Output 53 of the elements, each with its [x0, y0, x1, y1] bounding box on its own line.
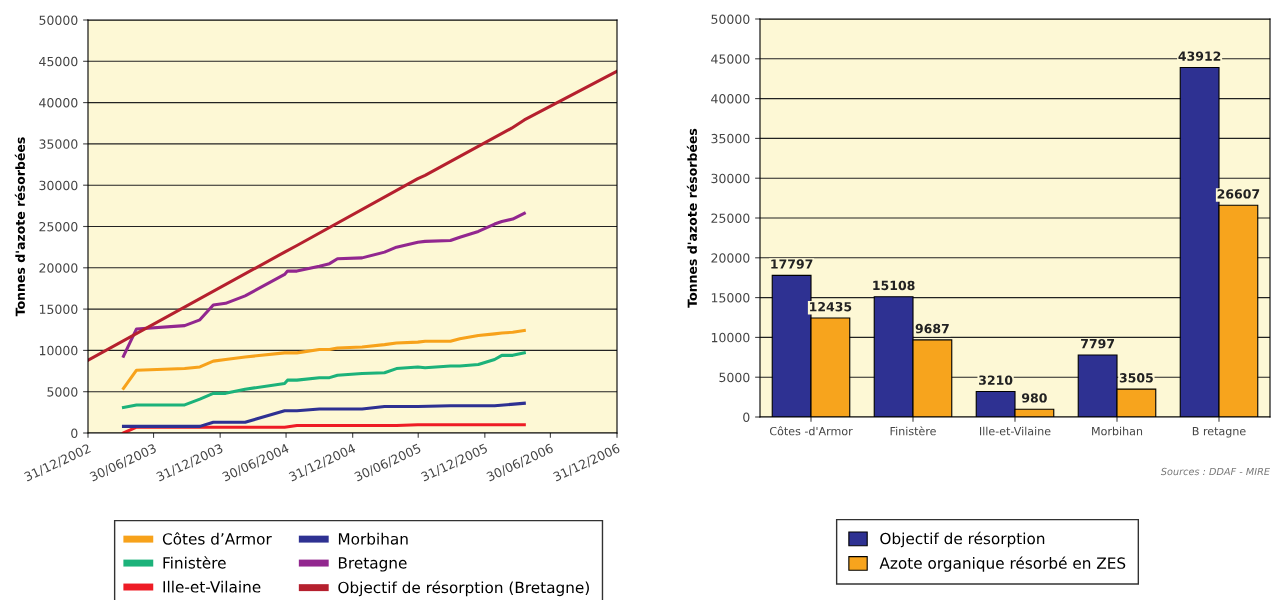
y-tick-label: 45000 — [39, 56, 78, 67]
y-axis-title: Tonnes d'azote résorbées — [14, 137, 25, 317]
x-tick-label: Ille-et-Vilaine — [980, 426, 1051, 436]
x-tick-label: Morbihan — [1092, 426, 1143, 436]
legend-label: Azote organique résorbé en ZES — [879, 556, 1126, 572]
y-tick-label: 35000 — [39, 139, 78, 149]
legend-label: Morbihan — [338, 532, 408, 545]
y-tick-label: 0 — [71, 428, 78, 438]
y-tick-label: 45000 — [711, 54, 750, 64]
data-label: 15108 — [873, 280, 915, 291]
legend-label: Ille-et-Vilaine — [163, 580, 261, 593]
y-tick-label: 15000 — [711, 293, 750, 303]
legend-label: Objectif de résorption — [880, 531, 1045, 548]
y-tick-label: 35000 — [711, 133, 750, 144]
y-tick-label: 30000 — [711, 173, 750, 184]
y-tick-label: 30000 — [39, 180, 78, 191]
legend-label: Bretagne — [338, 557, 407, 572]
y-tick-label: 20000 — [39, 263, 78, 273]
line-series — [121, 401, 526, 428]
data-label: 3505 — [1119, 373, 1153, 383]
data-label: 9687 — [915, 323, 949, 334]
legend-label: Objectif de résorption (Bretagne) — [338, 580, 589, 597]
data-label: 43912 — [1178, 51, 1221, 61]
y-tick-label: 40000 — [711, 94, 750, 104]
y-tick-label: 40000 — [39, 98, 78, 108]
legend-label: Côtes d’Armor — [162, 532, 272, 545]
data-label: 26607 — [1217, 189, 1260, 199]
y-tick-label: 50000 — [39, 15, 78, 25]
line-series — [88, 69, 617, 362]
data-label: 980 — [1021, 393, 1047, 403]
data-label: 7797 — [1081, 338, 1115, 349]
line-series — [121, 329, 526, 390]
y-tick-label: 25000 — [711, 213, 750, 223]
y-tick-label: 0 — [743, 412, 750, 422]
y-tick-label: 10000 — [711, 332, 750, 343]
source-note: Sources : DDAF - MIRE — [1160, 467, 1270, 476]
y-tick-label: 50000 — [711, 14, 750, 24]
x-tick-label: Côtes -d'Armor — [769, 426, 853, 436]
y-tick-label: 10000 — [39, 345, 78, 356]
line-series — [121, 351, 526, 409]
y-tick-label: 5000 — [719, 372, 750, 383]
data-label: 17797 — [771, 259, 813, 269]
y-tick-label: 20000 — [711, 253, 750, 263]
x-tick-label: Finistère — [890, 426, 936, 436]
data-label: 3210 — [979, 375, 1013, 385]
x-tick-label: B retagne — [1192, 427, 1246, 438]
data-label: 12435 — [810, 301, 852, 312]
y-axis-title: Tonnes d'azote résorbées — [686, 128, 697, 308]
line-series — [121, 211, 526, 358]
legend-label: Finistère — [163, 556, 226, 569]
y-tick-label: 5000 — [47, 387, 78, 397]
y-tick-label: 15000 — [39, 304, 78, 315]
y-tick-label: 25000 — [39, 221, 78, 232]
